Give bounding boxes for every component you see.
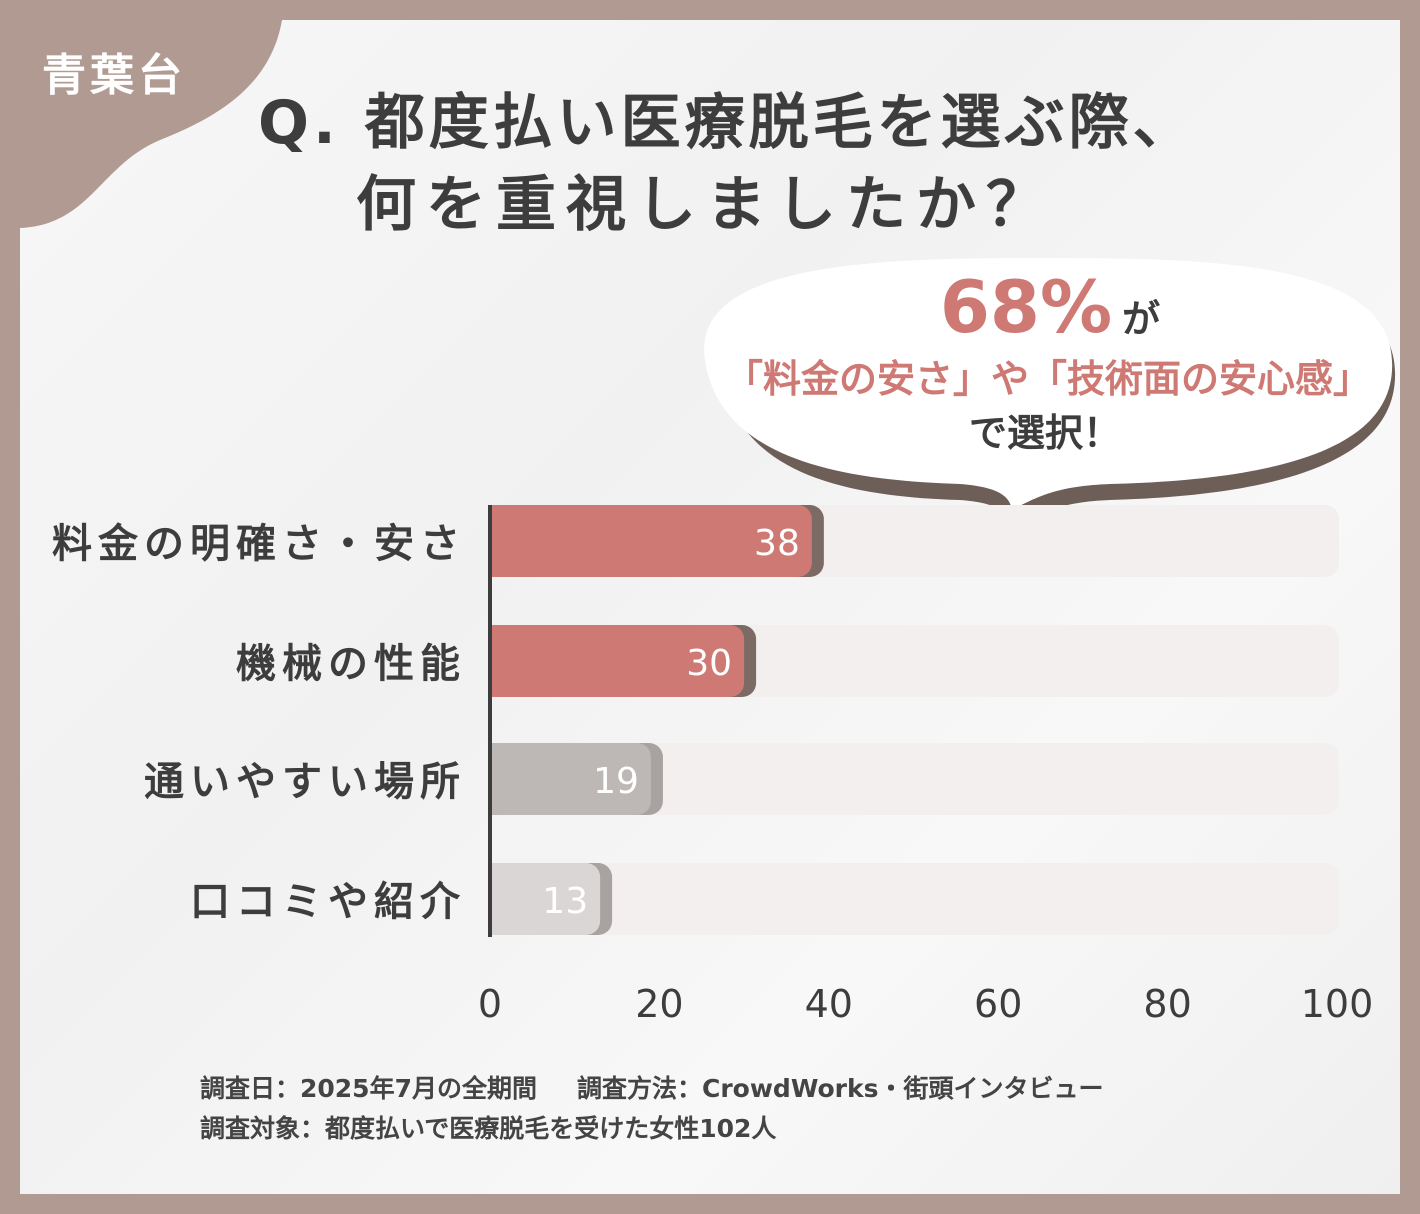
bar [490, 743, 651, 815]
bar-value-label: 30 [686, 643, 732, 684]
x-tick-label: 100 [1301, 982, 1374, 1026]
x-tick-label: 0 [478, 982, 502, 1026]
title-line1: Q. 都度払い医療脱毛を選ぶ際、 [258, 88, 1197, 158]
badge-text: 青葉台 [42, 50, 186, 101]
footer-target: 調査対象：都度払いで医療脱毛を受けた女性102人 [200, 1114, 776, 1143]
bar [490, 863, 601, 935]
bar-track [490, 743, 1339, 815]
x-tick-label: 20 [635, 982, 683, 1026]
footer-method: 調査方法：CrowdWorks・街頭インタビュー [577, 1074, 1104, 1103]
bar [490, 625, 745, 697]
bar-base [490, 505, 510, 577]
callout-bubble [704, 258, 1396, 553]
callout-headline: 68% が [940, 265, 1160, 349]
category-label: 料金の明確さ・安さ [52, 521, 466, 567]
callout-line2: 「料金の安さ」や「技術面の安心感」 [725, 357, 1371, 401]
bar [490, 505, 812, 577]
footer-date: 調査日：2025年7月の全期間 [200, 1074, 537, 1103]
bar-value-label: 13 [542, 881, 588, 922]
callout-line3: で選択！ [969, 411, 1121, 455]
bar-base [490, 625, 510, 697]
badge-shape [20, 20, 282, 228]
callout-ga: が [1122, 297, 1160, 341]
category-label: 通いやすい場所 [144, 759, 466, 805]
x-tick-label: 60 [974, 982, 1022, 1026]
title-line2: 何を重視しましたか？ [356, 170, 1056, 240]
bar-base [490, 863, 510, 935]
bar-value-label: 19 [593, 761, 639, 802]
callout-percent: 68% [940, 265, 1112, 349]
footer-line1: 調査日：2025年7月の全期間 調査方法：CrowdWorks・街頭インタビュー [200, 1074, 1104, 1103]
bar-value-label: 38 [754, 523, 800, 564]
infographic-card [20, 20, 1400, 1194]
x-tick-label: 80 [1143, 982, 1191, 1026]
x-tick-label: 40 [805, 982, 853, 1026]
category-label: 口コミや紹介 [190, 879, 466, 925]
bar-track [490, 863, 1339, 935]
bar-base [490, 743, 510, 815]
category-label: 機械の性能 [236, 641, 466, 687]
